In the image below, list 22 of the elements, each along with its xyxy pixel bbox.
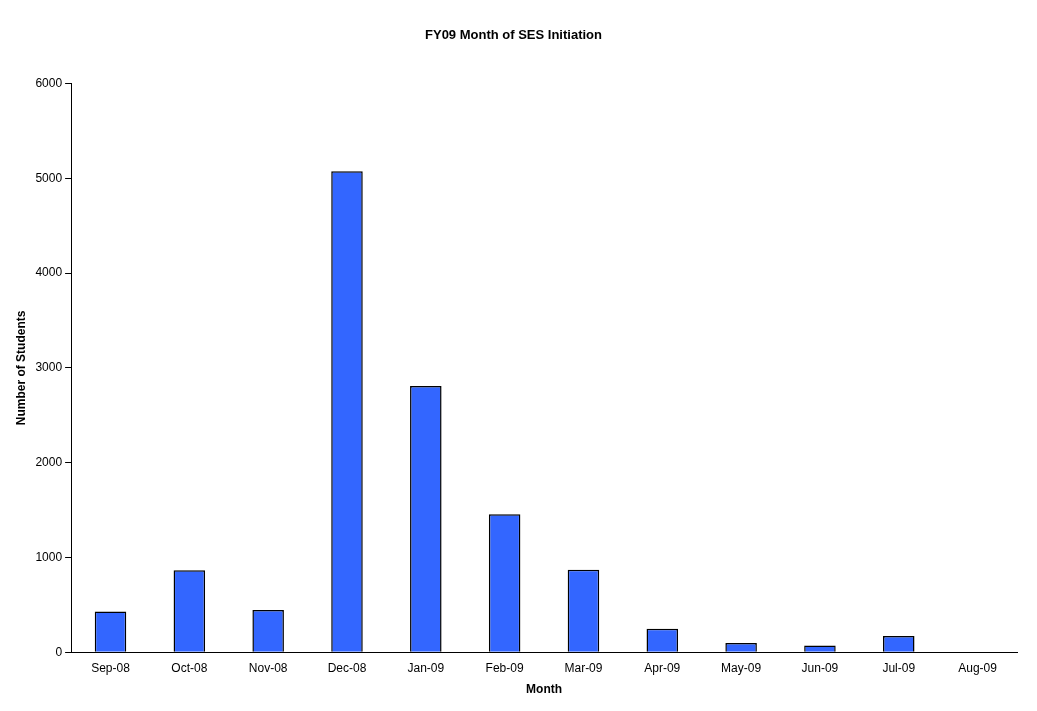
x-tick-label: Dec-08 [327,660,367,675]
x-tick-label: Jul-09 [882,660,916,675]
y-tick-label: 2000 [35,454,63,469]
y-tick-label: 6000 [35,75,63,90]
x-tick-label: Apr-09 [644,660,681,675]
y-axis-title: Number of Students [13,310,28,426]
x-tick-label: May-09 [721,660,762,675]
y-tick-label: 1000 [35,549,63,564]
x-tick-label: Aug-09 [958,660,998,675]
x-tick-label: Jan-09 [407,660,445,675]
chart-title: FY09 Month of SES Initiation [425,27,603,43]
y-tick-label: 3000 [35,360,63,375]
y-tick-label: 5000 [35,170,63,185]
x-tick-label: Feb-09 [485,660,524,675]
y-tick-label: 4000 [35,265,63,280]
x-axis-title: Month [526,682,563,697]
x-tick-label: Oct-08 [171,660,208,675]
x-tick-label: Nov-08 [248,660,288,675]
x-tick-label: Sep-08 [91,660,131,675]
x-tick-label: Mar-09 [564,660,603,675]
x-tick-label: Jun-09 [801,660,839,675]
y-tick-label: 0 [55,644,63,659]
